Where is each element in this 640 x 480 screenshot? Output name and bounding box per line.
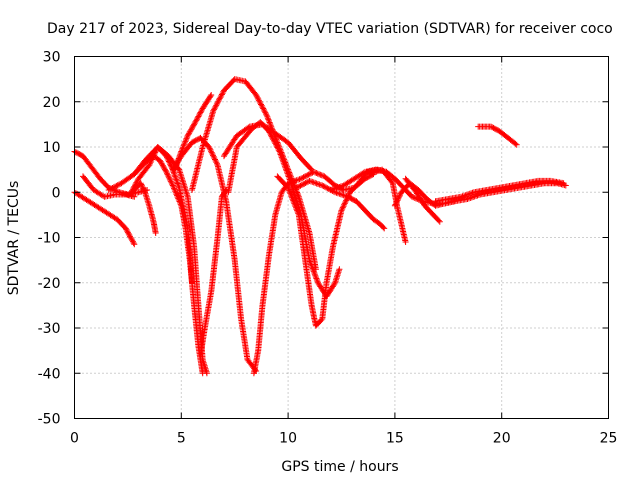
data-point-marks bbox=[402, 175, 443, 225]
data-point-marks bbox=[189, 76, 319, 273]
y-tick-label: 10 bbox=[43, 140, 61, 156]
x-tick-label: 0 bbox=[70, 431, 79, 447]
data-point-marks bbox=[80, 173, 138, 200]
x-tick-label: 15 bbox=[386, 431, 404, 447]
data-point-marks bbox=[293, 177, 388, 232]
y-axis-title: SDTVAR / TECUs bbox=[6, 181, 22, 296]
series-arc-3 bbox=[80, 173, 138, 200]
series-arc-18 bbox=[366, 166, 409, 245]
series-arc-10 bbox=[197, 187, 230, 359]
axis-ticks: 0 5 10 15 20 25 -50 -40 -30 -20 -10 0 10 20 30 bbox=[38, 50, 618, 447]
series-arc-20 bbox=[402, 175, 443, 225]
series-arc-16 bbox=[293, 177, 388, 232]
y-tick-label: 0 bbox=[52, 185, 61, 201]
chart-title: Day 217 of 2023, Sidereal Day-to-day VTE… bbox=[47, 21, 613, 37]
series-arc-22 bbox=[475, 123, 520, 148]
data-point-marks bbox=[475, 123, 520, 148]
y-tick-label: -10 bbox=[38, 231, 61, 247]
y-tick-label: -30 bbox=[38, 321, 61, 337]
data-series bbox=[71, 76, 569, 377]
y-tick-label: -20 bbox=[38, 276, 61, 292]
y-tick-label: -50 bbox=[38, 412, 61, 428]
y-tick-label: 30 bbox=[43, 50, 61, 66]
data-point-marks bbox=[169, 134, 260, 374]
data-point-marks bbox=[366, 166, 409, 245]
x-tick-label: 5 bbox=[177, 431, 186, 447]
y-tick-label: -40 bbox=[38, 366, 61, 382]
data-point-marks bbox=[197, 187, 230, 359]
series-arc-9 bbox=[169, 134, 260, 374]
x-tick-label: 20 bbox=[493, 431, 511, 447]
data-point-marks bbox=[250, 168, 377, 377]
x-tick-label: 10 bbox=[279, 431, 297, 447]
grid bbox=[74, 56, 609, 419]
y-tick-label: 20 bbox=[43, 95, 61, 111]
series-arc-13 bbox=[225, 119, 343, 300]
series-arc-11 bbox=[189, 76, 319, 273]
series-arc-19 bbox=[391, 180, 569, 209]
data-point-marks bbox=[391, 180, 569, 209]
series-arc-21 bbox=[432, 177, 567, 205]
x-axis-title: GPS time / hours bbox=[281, 459, 398, 475]
series-arc-15 bbox=[274, 166, 390, 329]
data-point-marks bbox=[274, 166, 390, 329]
data-point-marks bbox=[432, 177, 567, 205]
series-arc-14 bbox=[250, 168, 377, 377]
data-point-marks bbox=[225, 119, 343, 300]
x-tick-label: 25 bbox=[600, 431, 618, 447]
